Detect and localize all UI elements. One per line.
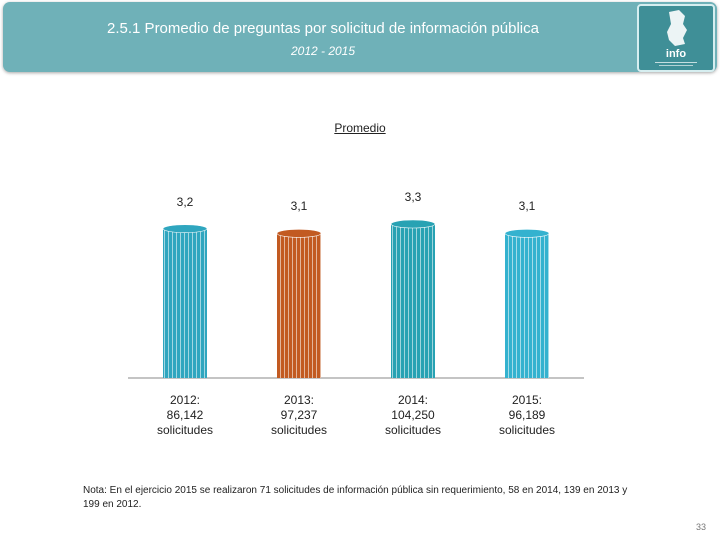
category-label-line: solicitudes [498,423,556,437]
bar-4 [504,229,550,378]
chart-title: Promedio [334,121,386,135]
category-label-3: 2014: 104,250 solicitudes [358,393,468,438]
page-number: 33 [695,522,706,532]
value-label-4: 3,1 [518,199,536,214]
logo-text: info [665,48,687,60]
bar-1 [162,224,208,378]
category-label-line: 86,142 [166,408,204,422]
value-label-2: 3,1 [290,199,308,214]
bar-2 [276,229,322,378]
footnote: Nota: En el ejercicio 2015 se realizaron… [83,485,628,510]
category-label-line: solicitudes [156,423,214,437]
category-label-2: 2013: 97,237 solicitudes [244,393,354,438]
category-label-line: 97,237 [280,408,318,422]
category-label-line: solicitudes [270,423,328,437]
category-label-line: 2014: [397,393,429,407]
info-logo: info [637,4,715,72]
category-label-line: 2012: [169,393,201,407]
category-label-4: 2015: 96,189 solicitudes [472,393,582,438]
category-label-line: solicitudes [384,423,442,437]
value-label-3: 3,3 [404,190,422,204]
page-subtitle: 2012 - 2015 [290,44,356,58]
value-label-1: 3,2 [176,194,194,209]
category-label-line: 96,189 [508,408,546,422]
category-label-1: 2012: 86,142 solicitudes [130,393,240,438]
map-icon [655,10,697,66]
bar-3 [390,219,436,378]
header-banner: 2.5.1 Promedio de preguntas por solicitu… [3,2,717,72]
category-label-line: 104,250 [391,408,435,422]
category-label-line: 2015: [511,393,543,407]
category-label-line: 2013: [283,393,315,407]
page-title: 2.5.1 Promedio de preguntas por solicitu… [107,20,539,37]
